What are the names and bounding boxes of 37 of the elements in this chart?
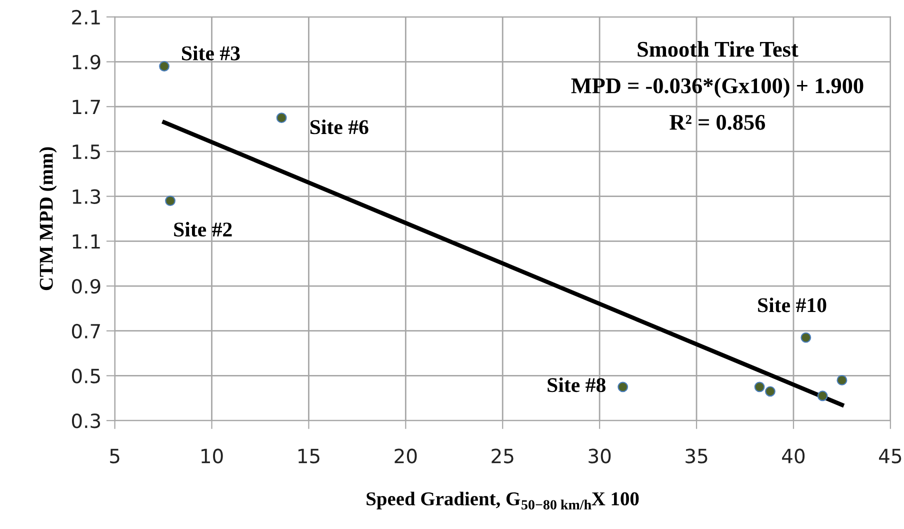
x-tick-label: 45 (879, 448, 902, 464)
x-tick-label: 10 (202, 448, 223, 464)
x-tick-label: 5 (110, 448, 120, 464)
point (165, 196, 176, 206)
y-tick-label: 1.1 (72, 234, 100, 249)
y-axis-title: CTM MPD (mm) (39, 147, 57, 290)
point (765, 386, 776, 397)
annotation: Site #2 (174, 222, 232, 237)
y-tick-label: 0.9 (72, 278, 100, 294)
point (817, 390, 828, 402)
x-tick-label: 40 (782, 448, 805, 464)
point (618, 382, 628, 392)
annotation: Smooth Tire Test (638, 41, 798, 57)
point (836, 374, 848, 386)
y-tick-label: 1.7 (72, 100, 100, 114)
y-tick-label: 2.1 (72, 10, 100, 24)
annotation: MPD = -0.036*(Gx100) + 1.900 (571, 78, 864, 98)
point (159, 61, 170, 72)
y-tick-label: 0.7 (72, 324, 100, 339)
point (276, 112, 287, 124)
point (800, 332, 812, 343)
annotation: Site #6 (310, 120, 368, 134)
x-tick-label: 15 (298, 448, 320, 464)
y-tick-label: 1.5 (72, 144, 100, 160)
point (754, 382, 765, 392)
y-tick-label: 1.3 (72, 189, 100, 204)
annotation: Site #8 (548, 377, 606, 392)
y-tick-label: 0.3 (72, 414, 100, 428)
annotation: Site #3 (182, 46, 240, 60)
annotation: Site #10 (758, 298, 826, 312)
x-tick-label: 25 (492, 448, 514, 464)
y-tick-label: 1.9 (72, 54, 100, 70)
annotation: R² = 0.856 (670, 114, 766, 130)
x-tick-label: 30 (588, 448, 611, 464)
x-tick-label: 20 (394, 448, 417, 464)
x-tick-label: 35 (686, 448, 708, 464)
y-tick-label: 0.5 (72, 368, 100, 384)
